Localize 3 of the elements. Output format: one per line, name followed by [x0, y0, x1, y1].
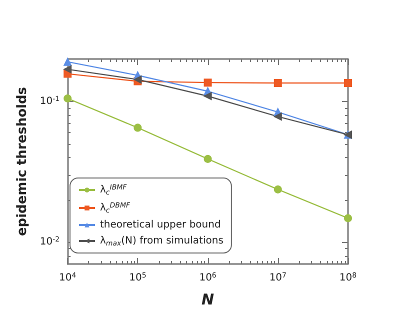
x-axis-title: N — [202, 290, 215, 308]
legend-label: theoretical upper bound — [100, 220, 221, 230]
y-axis-title: epidemic thresholds — [15, 86, 30, 236]
